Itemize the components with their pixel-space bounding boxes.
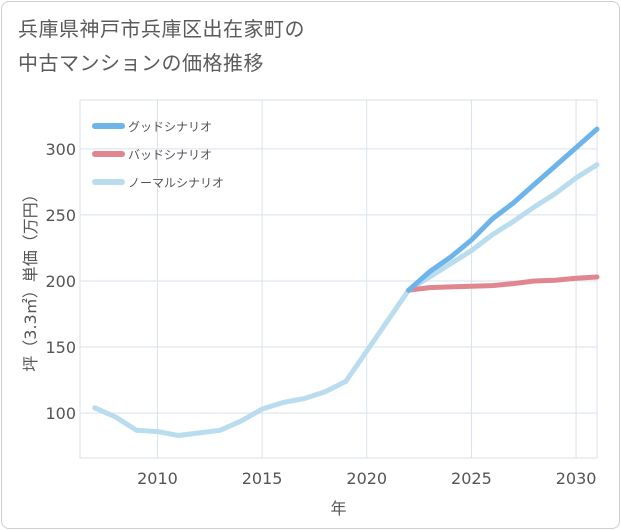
series-lines xyxy=(92,126,600,438)
series-line-bad xyxy=(406,274,600,293)
series-line-normal xyxy=(92,162,600,438)
x-tick-label: 2025 xyxy=(451,469,492,488)
y-tick-label: 200 xyxy=(45,272,76,291)
legend-label-good: グッドシナリオ xyxy=(128,120,212,134)
y-axis-label: 坪（3.3㎡）単価（万円） xyxy=(21,186,40,371)
x-tick-label: 2010 xyxy=(137,469,178,488)
x-tick-label: 2015 xyxy=(242,469,283,488)
chart-title-line1: 兵庫県神戸市兵庫区出在家町の xyxy=(18,17,305,41)
y-tick-label: 300 xyxy=(45,140,76,159)
chart-title: 兵庫県神戸市兵庫区出在家町の 中古マンションの価格推移 xyxy=(18,12,438,80)
chart-title-line2: 中古マンションの価格推移 xyxy=(18,51,264,75)
y-tick-label: 250 xyxy=(45,206,76,225)
x-tick-label: 2020 xyxy=(346,469,387,488)
y-tick-label: 100 xyxy=(45,404,76,423)
x-axis-label: 年 xyxy=(330,499,346,518)
y-tick-label: 150 xyxy=(45,338,76,357)
series-line-good xyxy=(406,126,600,293)
legend-label-normal: ノーマルシナリオ xyxy=(128,176,224,190)
x-tick-label: 2030 xyxy=(556,469,597,488)
axes: 2010 2015 2020 2025 2030 100 150 200 250 300 xyxy=(45,140,596,488)
legend-label-bad: バッドシナリオ xyxy=(128,148,212,162)
grid xyxy=(79,99,598,459)
